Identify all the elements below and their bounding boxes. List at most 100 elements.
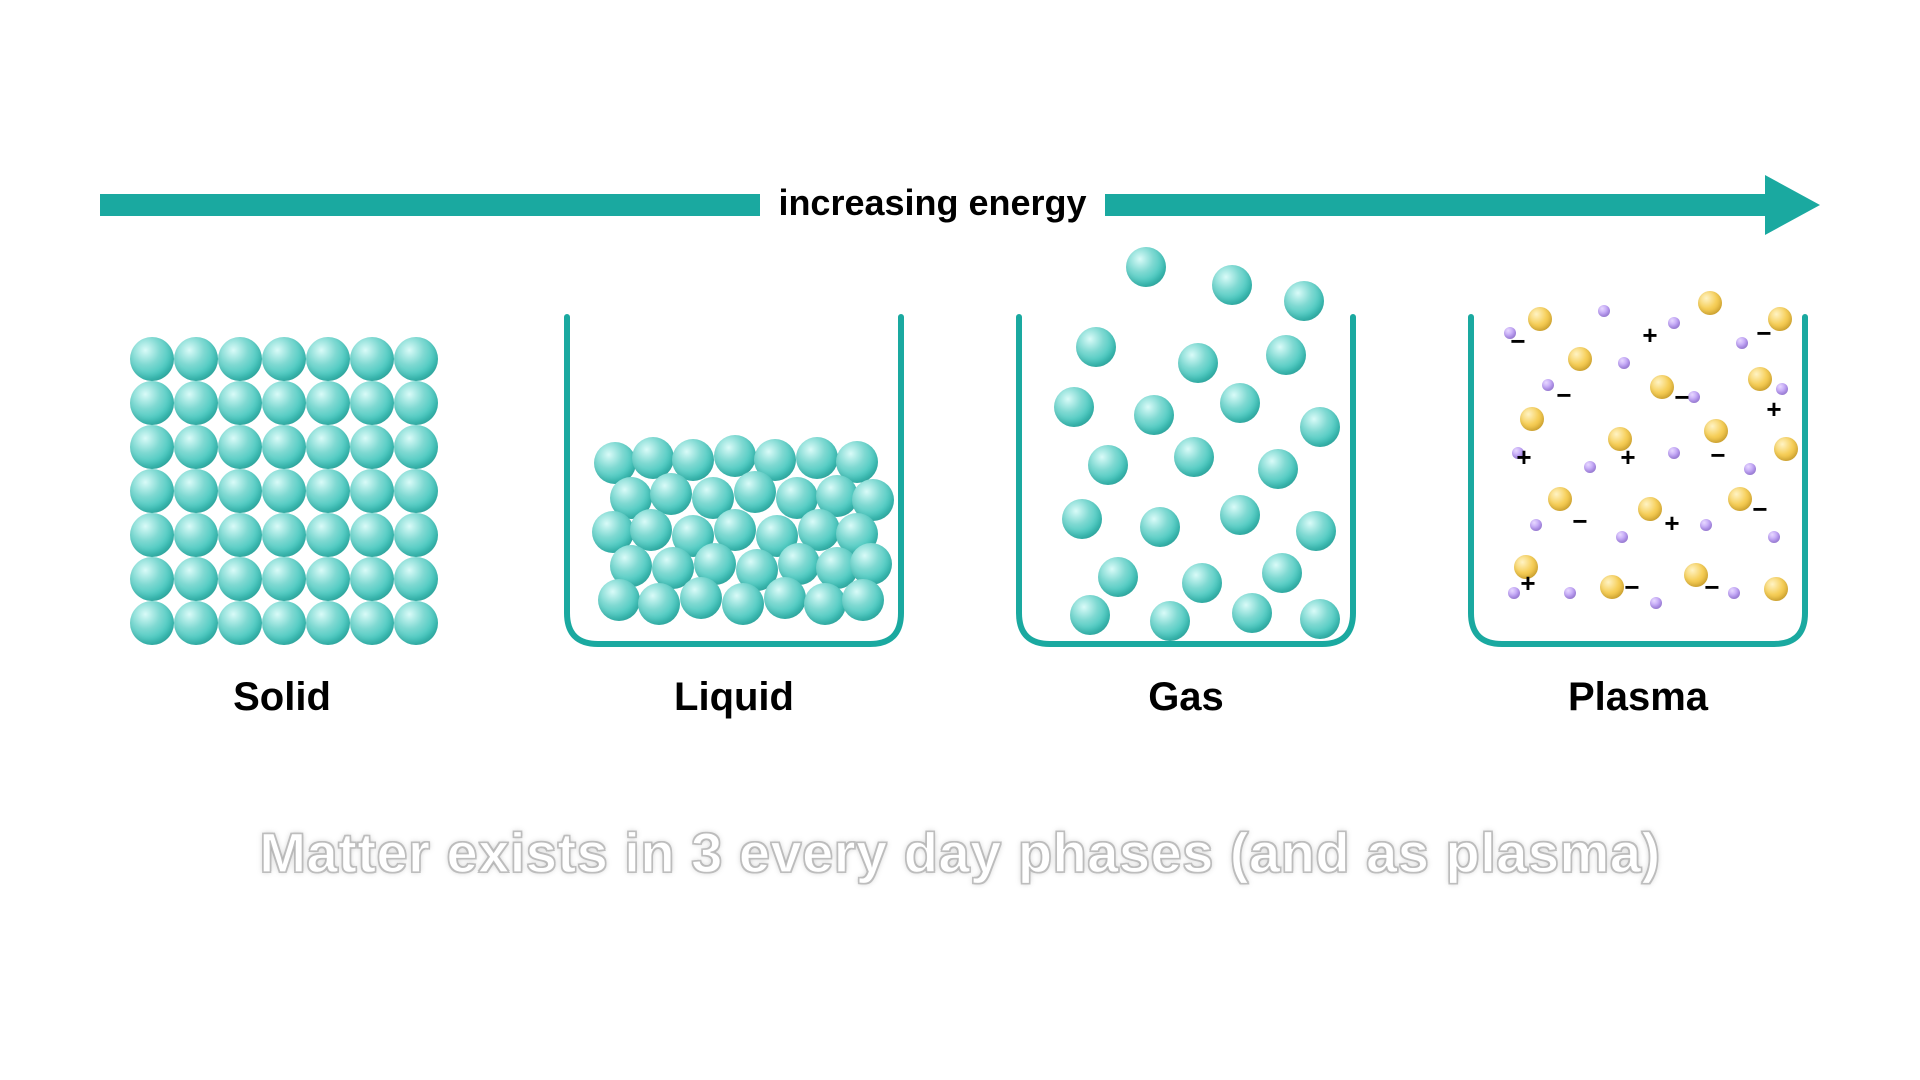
particle <box>1262 553 1302 593</box>
particle <box>1134 395 1174 435</box>
particle <box>174 557 218 601</box>
panel-liquid: Liquid <box>564 287 904 720</box>
particle <box>734 471 776 513</box>
minus-sign-icon: − <box>1704 574 1719 600</box>
particle <box>306 425 350 469</box>
minus-sign-icon: − <box>1624 574 1639 600</box>
electron-particle <box>1744 463 1756 475</box>
electron-particle <box>1616 531 1628 543</box>
particle <box>350 337 394 381</box>
particle <box>1284 281 1324 321</box>
particle <box>1150 601 1190 641</box>
electron-particle <box>1700 519 1712 531</box>
ion-particle <box>1528 307 1552 331</box>
panel-plasma: −+−−−+++−−+−+−−Plasma <box>1468 287 1808 720</box>
particle <box>130 513 174 557</box>
particle <box>1076 327 1116 367</box>
particle <box>350 469 394 513</box>
particle <box>1212 265 1252 305</box>
particle <box>262 557 306 601</box>
electron-particle <box>1688 391 1700 403</box>
minus-sign-icon: − <box>1710 442 1725 468</box>
particle <box>1178 343 1218 383</box>
ion-particle <box>1520 407 1544 431</box>
ion-particle <box>1568 347 1592 371</box>
particle <box>804 583 846 625</box>
particle <box>1054 387 1094 427</box>
plus-sign-icon: + <box>1520 570 1535 596</box>
particle <box>306 469 350 513</box>
panel-label-solid: Solid <box>233 675 331 720</box>
particle <box>218 425 262 469</box>
plus-sign-icon: + <box>1620 444 1635 470</box>
particle <box>350 381 394 425</box>
minus-sign-icon: − <box>1510 328 1525 354</box>
particle <box>350 557 394 601</box>
arrow-label: increasing energy <box>760 182 1104 224</box>
minus-sign-icon: − <box>1572 508 1587 534</box>
particle <box>1300 599 1340 639</box>
particle <box>1088 445 1128 485</box>
particle <box>306 601 350 645</box>
particle <box>174 337 218 381</box>
particle <box>1300 407 1340 447</box>
electron-particle <box>1530 519 1542 531</box>
ion-particle <box>1768 307 1792 331</box>
ion-particle <box>1638 497 1662 521</box>
particle <box>598 579 640 621</box>
plus-sign-icon: + <box>1664 510 1679 536</box>
panel-label-plasma: Plasma <box>1568 675 1708 720</box>
ion-particle <box>1600 575 1624 599</box>
particle <box>130 381 174 425</box>
particle <box>350 425 394 469</box>
particle <box>262 513 306 557</box>
particle <box>262 601 306 645</box>
particle <box>394 425 438 469</box>
particle <box>306 513 350 557</box>
particle <box>1098 557 1138 597</box>
electron-particle <box>1728 587 1740 599</box>
particle <box>218 381 262 425</box>
particle <box>174 601 218 645</box>
particle <box>1220 383 1260 423</box>
particle <box>764 577 806 619</box>
particle <box>262 469 306 513</box>
particle <box>174 513 218 557</box>
plus-sign-icon: + <box>1516 444 1531 470</box>
arrow-head-icon <box>1765 175 1820 235</box>
particle <box>394 337 438 381</box>
electron-particle <box>1668 447 1680 459</box>
ion-particle <box>1548 487 1572 511</box>
particle <box>306 337 350 381</box>
particle <box>130 425 174 469</box>
ion-particle <box>1774 437 1798 461</box>
particle <box>1232 593 1272 633</box>
particle <box>130 601 174 645</box>
particle <box>850 543 892 585</box>
particle <box>1258 449 1298 489</box>
panel-label-gas: Gas <box>1148 675 1224 720</box>
panel-stage-plasma: −+−−−+++−−+−+−− <box>1468 287 1808 647</box>
particle <box>394 469 438 513</box>
particle <box>262 337 306 381</box>
particle <box>796 437 838 479</box>
particle <box>174 469 218 513</box>
plus-sign-icon: + <box>1766 396 1781 422</box>
particle <box>350 601 394 645</box>
particle <box>842 579 884 621</box>
particle <box>262 425 306 469</box>
particle <box>722 583 764 625</box>
particle <box>130 469 174 513</box>
particle <box>1296 511 1336 551</box>
particle <box>1126 247 1166 287</box>
electron-particle <box>1564 587 1576 599</box>
electron-particle <box>1508 587 1520 599</box>
particle <box>218 601 262 645</box>
particle <box>394 381 438 425</box>
electron-particle <box>1736 337 1748 349</box>
ion-particle <box>1650 375 1674 399</box>
ion-particle <box>1698 291 1722 315</box>
particle <box>1182 563 1222 603</box>
energy-arrow: increasing energy <box>100 175 1820 235</box>
particle <box>218 557 262 601</box>
